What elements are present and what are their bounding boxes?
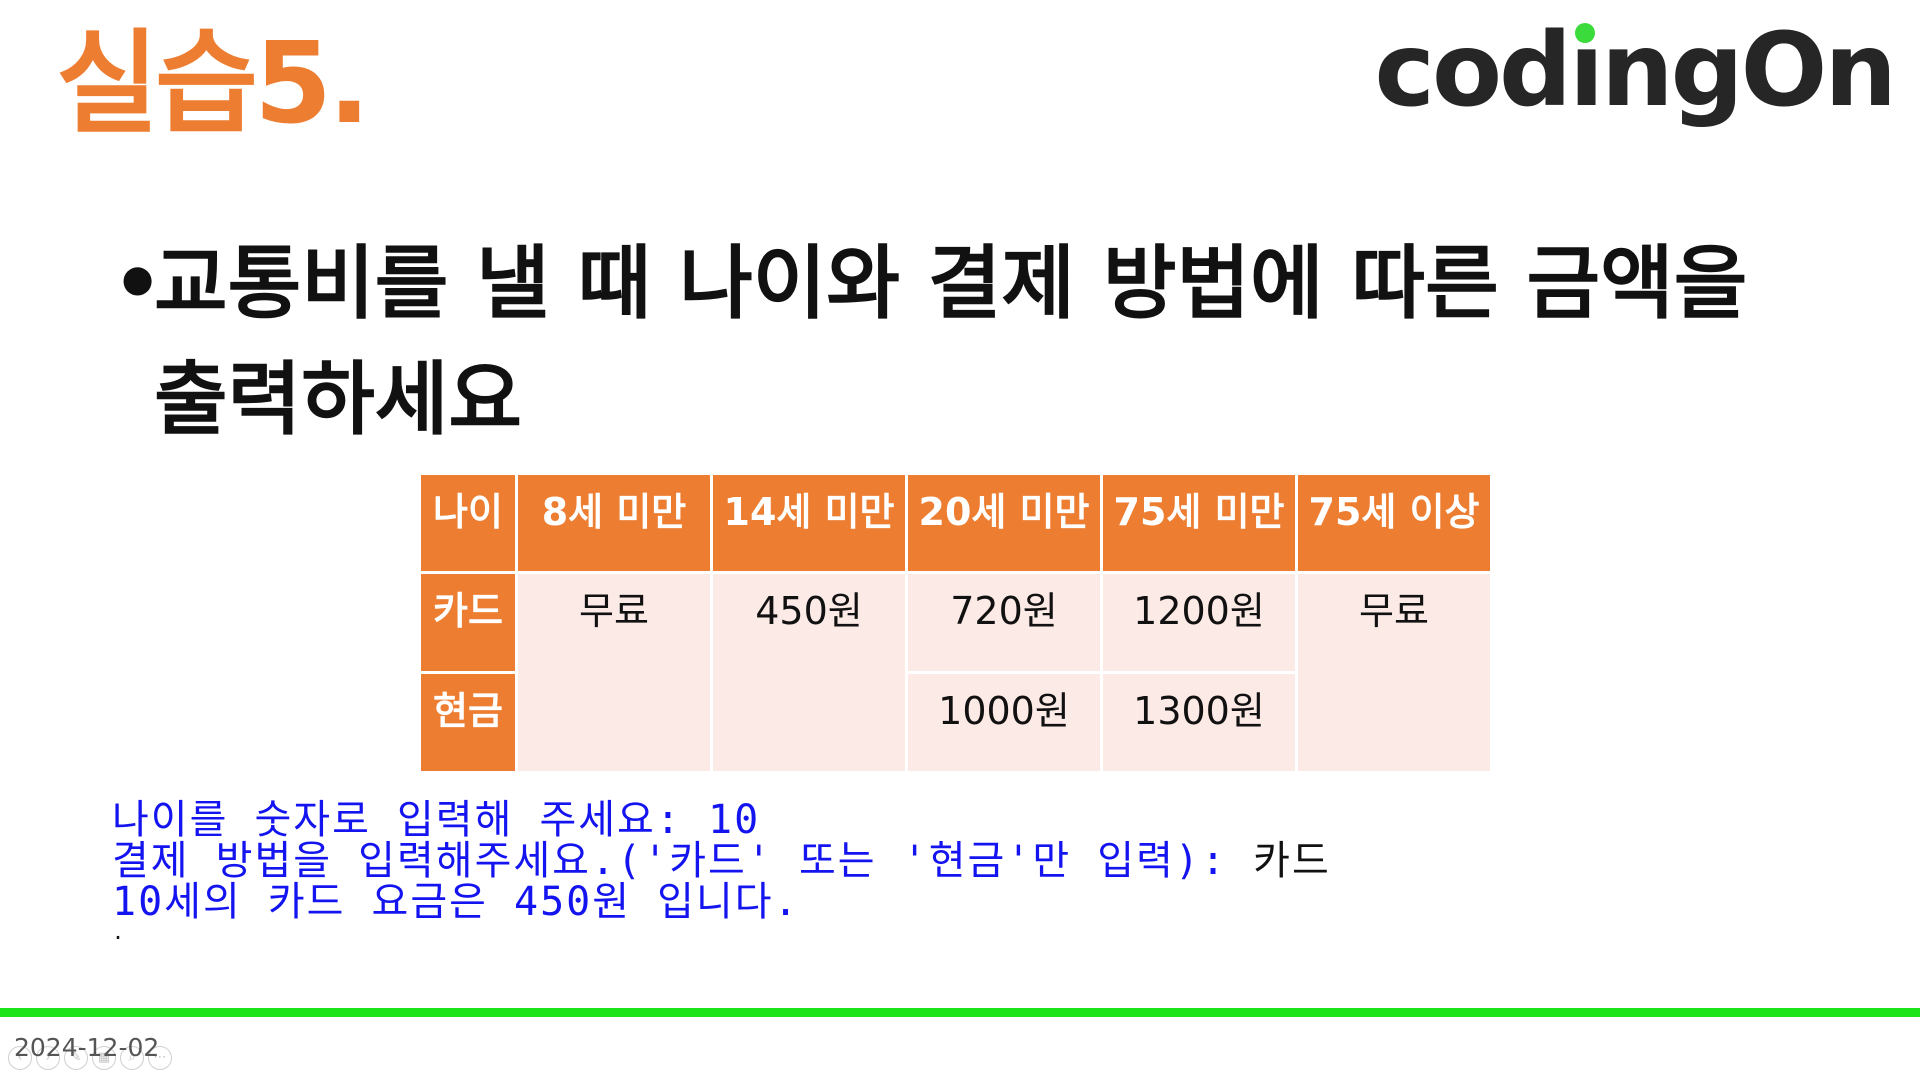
cell-cash-under-75: 1300원: [1103, 674, 1295, 771]
console-line-1: 나이를 숫자로 입력해 주세요: 10: [112, 797, 761, 843]
fare-table: 나이 8세 미만 14세 미만 20세 미만 75세 미만 75세 이상 카드 …: [418, 472, 1493, 774]
console-cursor: .: [112, 920, 127, 944]
slide-date: 2024-12-02: [14, 1033, 160, 1062]
cell-card-under-20: 720원: [908, 574, 1100, 671]
row-label-card: 카드: [421, 574, 515, 671]
next-icon[interactable]: ›: [36, 1046, 60, 1070]
header-under-20: 20세 미만: [908, 475, 1100, 571]
logo-text-a: cod: [1374, 11, 1573, 130]
logo-i-dot: ı: [1569, 11, 1604, 130]
logo-text-b: ngO: [1601, 11, 1827, 130]
cell-card-under-75: 1200원: [1103, 574, 1295, 671]
console-line-2: 결제 방법을 입력해주세요.('카드' 또는 '현금'만 입력): 카드: [112, 841, 1331, 882]
pen-icon[interactable]: ✎: [64, 1046, 88, 1070]
bullet-text: •교통비를 낼 때 나이와 결제 방법에 따른 금액을 출력하세요: [112, 226, 1872, 458]
table-header-row: 나이 8세 미만 14세 미만 20세 미만 75세 미만 75세 이상: [421, 475, 1490, 571]
table-row-cash: 현금 1000원 1300원: [421, 674, 1490, 771]
console-output: 나이를 숫자로 입력해 주세요: 10 결제 방법을 입력해주세요.('카드' …: [112, 797, 1331, 944]
header-age: 나이: [421, 475, 515, 571]
bottom-accent-bar: [0, 1008, 1920, 1017]
bullet-line-2: 출력하세요: [154, 353, 522, 446]
prev-icon[interactable]: ‹: [8, 1046, 32, 1070]
codingon-logo: codıngOn: [1375, 20, 1897, 122]
header-75-over: 75세 이상: [1298, 475, 1490, 571]
row-label-cash: 현금: [421, 674, 515, 771]
zoom-icon[interactable]: ⌕: [120, 1046, 144, 1070]
logo-text-c: n: [1824, 11, 1897, 130]
console-line-2-input: 카드: [1253, 838, 1331, 884]
cell-card-75-over: 무료: [1298, 574, 1490, 771]
header-under-8: 8세 미만: [518, 475, 710, 571]
console-line-2-prompt: 결제 방법을 입력해주세요.('카드' 또는 '현금'만 입력):: [112, 838, 1254, 884]
bullet-line-1: •교통비를 낼 때 나이와 결제 방법에 따른 금액을: [112, 226, 1872, 342]
slides-icon[interactable]: ▦: [92, 1046, 116, 1070]
bullet-line-1-text: 교통비를 낼 때 나이와 결제 방법에 따른 금액을: [154, 237, 1748, 330]
bullet-dot: •: [112, 237, 164, 330]
header-under-75: 75세 미만: [1103, 475, 1295, 571]
more-icon[interactable]: ⋯: [148, 1046, 172, 1070]
cell-cash-under-20: 1000원: [908, 674, 1100, 771]
slideshow-toolbar: ‹ › ✎ ▦ ⌕ ⋯: [8, 1046, 172, 1070]
cell-card-under-8: 무료: [518, 574, 710, 771]
header-under-14: 14세 미만: [713, 475, 905, 571]
console-line-3: 10세의 카드 요금은 450원 입니다.: [112, 879, 800, 925]
cell-card-under-14: 450원: [713, 574, 905, 771]
table-row-card: 카드 무료 450원 720원 1200원 무료: [421, 574, 1490, 771]
slide-title: 실습5.: [56, 19, 371, 149]
